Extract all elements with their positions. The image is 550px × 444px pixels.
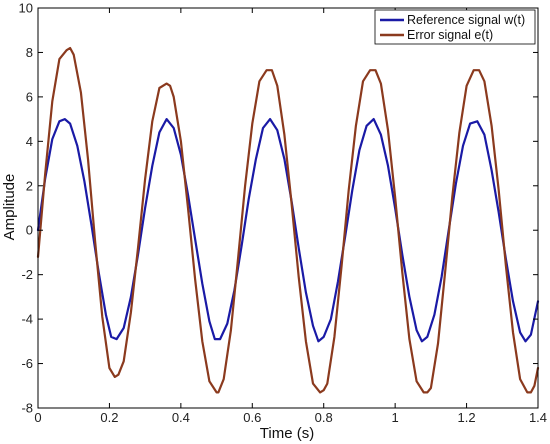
y-tick-label: 2 [26,178,33,193]
x-tick-label: 1 [392,410,399,425]
x-tick-label: 0.4 [172,410,190,425]
plot-area [38,8,538,408]
y-tick-label: 4 [26,134,33,149]
y-tick-label: 10 [19,1,33,16]
x-tick-label: 0 [34,410,41,425]
y-tick-label: 8 [26,45,33,60]
y-tick-label: 6 [26,89,33,104]
legend-label-reference: Reference signal w(t) [407,13,525,27]
series-line-1 [36,46,540,394]
y-tick-label: 0 [26,223,33,238]
y-tick-label: -2 [21,267,33,282]
legend-box [374,9,536,45]
x-tick-label: 1.4 [529,410,547,425]
series-line-0 [36,117,540,343]
x-axis-title: Time (s) [260,425,314,442]
legend-label-error: Error signal e(t) [407,28,493,42]
x-tick-label: 0.8 [315,410,333,425]
tick-layer [37,7,539,409]
tick-label-layer: 0 0.2 0.4 0.6 0.8 1 1.2 1.4 -8 -6 -4 -2 0 2 4 6 8 10 [19,1,548,426]
x-tick-label: 1.2 [458,410,476,425]
y-tick-label: -8 [21,401,33,416]
y-axis-title: Amplitude [1,174,18,241]
series-layer [36,46,540,394]
x-tick-label: 0.6 [243,410,261,425]
legend: Reference signal w(t) Error signal e(t) [374,9,536,45]
x-tick-label: 0.2 [100,410,118,425]
y-tick-label: -6 [21,356,33,371]
plot-frame [37,7,539,409]
y-tick-label: -4 [21,312,33,327]
